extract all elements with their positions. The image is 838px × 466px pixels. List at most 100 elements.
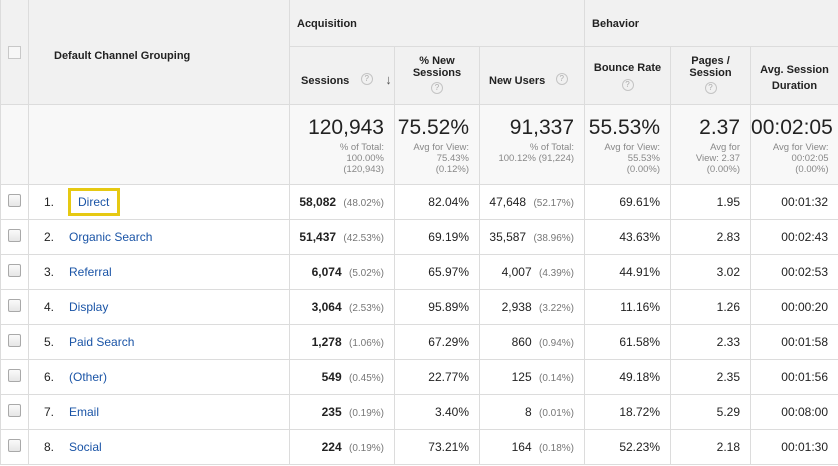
row-checkbox[interactable] [8,368,21,382]
row-index: 8. [44,439,55,454]
channel-link[interactable]: Social [69,439,102,454]
duration-cell: 00:01:30 [750,429,838,465]
channel-link[interactable]: Email [69,404,100,419]
total-duration: 00:02:05 Avg for View: 00:02:05 (0.00%) [750,104,838,185]
new-users-value: 35,587 [489,229,527,244]
sub-line: 00:02:05 [791,152,829,164]
sessions-header[interactable]: Sessions ? ↓ [289,46,395,105]
total-pages: 2.37 Avg for View: 2.37 (0.00%) [670,104,751,185]
new-users-pct: (0.94%) [539,337,575,349]
sub-line: 55.53% [627,152,661,164]
sub-line: Avg for View: [604,141,661,153]
sessions-value: 58,082 [299,194,337,209]
new-users-value: 8 [524,404,532,419]
help-icon[interactable]: ? [555,73,568,86]
row-checkbox[interactable] [8,403,21,417]
help-icon[interactable]: ? [431,81,443,94]
row-checkbox[interactable] [8,228,21,242]
pages-cell: 2.18 [670,429,751,465]
avg-duration-header[interactable]: Avg. Session Duration [750,46,838,105]
new-users-cell: 125 (0.14%) [478,359,585,395]
table-row: 2. Organic Search 51,437 (42.53%) 69.19% … [0,219,838,255]
pct-new-cell: 67.29% [394,324,480,360]
sessions-cell: 58,082 (48.02%) [289,184,395,220]
sessions-value: 549 [321,369,342,384]
bounce-cell: 44.91% [584,254,671,290]
row-index: 2. [44,229,55,244]
row-checkbox[interactable] [8,333,21,347]
new-users-value: 2,938 [501,299,532,314]
pages-cell: 1.26 [670,289,751,325]
channel-link[interactable]: Paid Search [69,334,135,349]
sessions-cell: 6,074 (5.02%) [289,254,395,290]
total-value: 55.53% [588,115,661,139]
behavior-label: Behavior [592,17,640,30]
pages-cell: 1.95 [670,184,751,220]
pct-new-cell: 73.21% [394,429,480,465]
pages-cell: 2.83 [670,219,751,255]
new-users-value: 47,648 [489,194,527,209]
sessions-cell: 235 (0.19%) [289,394,395,430]
dimension-label: Default Channel Grouping [54,50,191,62]
new-users-header[interactable]: New Users ? [478,46,586,105]
new-users-pct: (0.01%) [539,407,575,419]
row-checkbox[interactable] [8,438,21,452]
select-all-checkbox[interactable] [8,46,21,59]
new-users-cell: 8 (0.01%) [478,394,585,430]
new-users-cell: 2,938 (3.22%) [478,289,585,325]
channel-cell: 2. Organic Search [28,219,290,255]
sort-arrow-icon[interactable]: ↓ [385,71,392,87]
sessions-value: 51,437 [299,229,337,244]
sub-line: (0.12%) [435,163,469,175]
channel-cell: 6. (Other) [28,359,290,395]
help-icon[interactable]: ? [621,79,634,92]
sessions-pct: (0.19%) [348,407,384,419]
sessions-pct: (2.53%) [348,302,384,314]
row-checkbox[interactable] [8,193,21,207]
duration-label-line2: Duration [771,79,818,92]
dimension-header[interactable]: Default Channel Grouping [28,0,290,105]
new-users-value: 125 [511,369,532,384]
sub-line: (0.00%) [795,163,829,175]
row-checkbox[interactable] [8,298,21,312]
sessions-pct: (42.53%) [343,232,384,244]
row-checkbox[interactable] [8,263,21,277]
table-row: 3. Referral 6,074 (5.02%) 65.97% 4,007 (4… [0,254,838,290]
sessions-value: 6,074 [311,264,342,279]
sub-line: View: 2.37 [695,152,741,164]
row-checkbox-cell [0,219,29,255]
table-row: 5. Paid Search 1,278 (1.06%) 67.29% 860 (… [0,324,838,360]
bounce-rate-header[interactable]: Bounce Rate ? [584,46,672,105]
duration-label-line1: Avg. Session [760,63,829,76]
bounce-cell: 52.23% [584,429,671,465]
bounce-cell: 11.16% [584,289,671,325]
pages-label-line2: Session [689,66,732,79]
total-new-users: 91,337 % of Total: 100.12% (91,224) [478,104,585,185]
channel-link-highlighted[interactable]: Direct [68,187,121,216]
new-users-value: 860 [511,334,532,349]
channel-cell: 8. Social [28,429,290,465]
totals-row: 120,943 % of Total: 100.00% (120,943) 75… [0,104,838,185]
total-sub: % of Total: 100.12% (91,224) [480,140,584,164]
sessions-value: 3,064 [311,299,342,314]
help-icon[interactable]: ? [360,73,373,86]
help-icon[interactable]: ? [704,81,717,94]
duration-cell: 00:02:53 [750,254,838,290]
sessions-cell: 51,437 (42.53%) [289,219,395,255]
sessions-cell: 1,278 (1.06%) [289,324,395,360]
channel-link[interactable]: Display [69,299,109,314]
pages-cell: 5.29 [670,394,751,430]
sessions-pct: (0.19%) [348,442,384,454]
channel-link[interactable]: Organic Search [69,229,153,244]
pct-new-sessions-header[interactable]: % New Sessions ? [394,46,480,105]
channel-link[interactable]: Referral [69,264,112,279]
new-users-pct: (0.14%) [539,372,575,384]
total-value: 75.52% [397,115,469,139]
table-row: 1. Direct 58,082 (48.02%) 82.04% 47,648 (… [0,184,838,220]
pages-session-header[interactable]: Pages / Session ? [670,46,752,105]
pct-new-cell: 69.19% [394,219,480,255]
duration-cell: 00:01:58 [750,324,838,360]
duration-cell: 00:08:00 [750,394,838,430]
row-checkbox-cell [0,184,29,220]
channel-link[interactable]: (Other) [69,369,108,384]
